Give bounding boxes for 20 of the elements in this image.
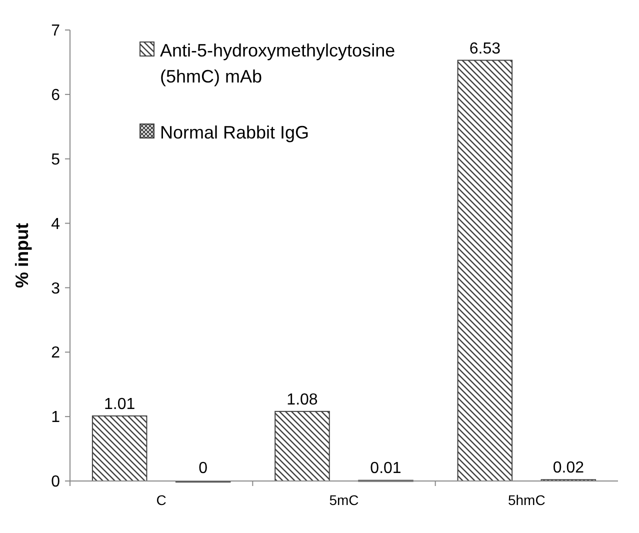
y-axis-title: % input (12, 223, 32, 288)
data-label: 1.01 (104, 396, 136, 413)
y-tick-label: 3 (51, 280, 60, 298)
y-tick-label: 1 (51, 409, 60, 426)
legend-label: Normal Rabbit IgG (160, 122, 310, 142)
y-tick-label: 2 (51, 344, 60, 362)
data-label: 6.53 (469, 40, 501, 58)
x-tick-label: 5mC (329, 492, 359, 508)
y-tick-label: 0 (51, 474, 60, 491)
data-label: 0.02 (552, 460, 584, 477)
y-tick-label: 6 (51, 87, 60, 104)
data-label: 1.08 (286, 391, 318, 408)
x-tick-label: C (156, 492, 166, 508)
legend-label: Anti-5-hydroxymethylcytosine (5hmC) mAb (160, 40, 396, 86)
x-tick-label: 5hmC (508, 492, 546, 508)
data-label: 0 (198, 460, 208, 477)
y-tick-label: 4 (51, 216, 60, 233)
y-tick-label: 7 (51, 22, 60, 40)
data-label: 0.01 (370, 460, 402, 477)
y-tick-label: 5 (51, 151, 60, 168)
